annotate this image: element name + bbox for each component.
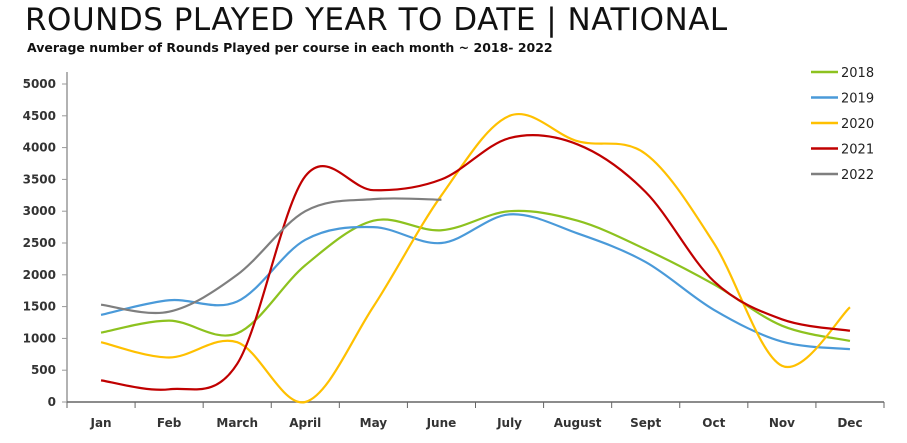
x-tick-label: July bbox=[496, 416, 522, 430]
legend-label-2021: 2021 bbox=[841, 143, 874, 158]
x-tick-label: Jan bbox=[89, 416, 111, 430]
x-tick-label: May bbox=[360, 416, 388, 430]
x-tick-label: March bbox=[216, 416, 258, 430]
series-line-2021 bbox=[100, 134, 851, 391]
legend-label-2022: 2022 bbox=[841, 168, 874, 183]
y-tick-label: 0 bbox=[48, 395, 56, 409]
legend-label-2020: 2020 bbox=[841, 117, 874, 132]
x-tick-label: August bbox=[554, 416, 602, 430]
y-tick-label: 2500 bbox=[23, 236, 56, 250]
legend-label-2018: 2018 bbox=[841, 66, 874, 81]
y-tick-label: 3500 bbox=[23, 172, 56, 186]
x-tick-label: Nov bbox=[769, 416, 795, 430]
y-tick-label: 4000 bbox=[23, 141, 56, 155]
series-line-2018 bbox=[100, 209, 851, 343]
x-tick-label: Dec bbox=[837, 416, 862, 430]
chart-subtitle: Average number of Rounds Played per cour… bbox=[27, 40, 553, 55]
y-tick-label: 5000 bbox=[23, 77, 56, 91]
y-tick-label: 3000 bbox=[23, 204, 56, 218]
y-tick-label: 500 bbox=[31, 363, 56, 377]
x-tick-label: Oct bbox=[702, 416, 725, 430]
series-line-2022 bbox=[100, 197, 442, 315]
x-tick-label: April bbox=[289, 416, 321, 430]
series-line-2020 bbox=[100, 113, 851, 404]
y-tick-label: 4500 bbox=[23, 109, 56, 123]
y-tick-label: 1000 bbox=[23, 331, 56, 345]
y-tick-label: 1500 bbox=[23, 300, 56, 314]
legend-label-2019: 2019 bbox=[841, 92, 874, 107]
x-tick-label: Sept bbox=[630, 416, 661, 430]
x-tick-label: June bbox=[426, 416, 457, 430]
series-line-2019 bbox=[100, 213, 851, 351]
x-tick-label: Feb bbox=[157, 416, 182, 430]
y-tick-label: 2000 bbox=[23, 268, 56, 282]
chart-title: ROUNDS PLAYED YEAR TO DATE | NATIONAL bbox=[25, 2, 728, 38]
